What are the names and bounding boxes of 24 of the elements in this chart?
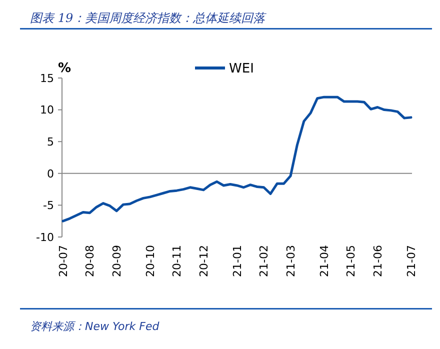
x-tick-label: 21-04 [318,245,331,277]
y-tick-label: 10 [40,104,54,117]
x-tick-label: 20-11 [170,245,184,277]
x-tick-label: 21-05 [344,245,358,277]
x-tick-label: 21-06 [371,245,384,277]
legend-label: WEI [229,62,254,77]
x-tick-label: 20-07 [56,245,70,277]
y-tick-label: 0 [47,167,54,180]
y-axis-title: % [58,61,72,76]
x-tick-label: 20-08 [84,245,97,277]
x-tick-label: 21-02 [258,245,271,277]
line-series [62,96,412,222]
chart-title: 图表 19：美国周度经济指数：总体延续回落 [30,11,268,25]
y-tick-label: -5 [43,199,54,212]
x-tick-label: 21-03 [284,245,298,277]
y-tick-label: -10 [36,230,54,244]
x-tick-label: 21-07 [404,245,418,277]
y-tick-label: 5 [47,135,54,148]
x-tick-label: 20-10 [144,245,157,277]
y-tick-label: 15 [40,72,54,85]
x-tick-label: 20-09 [110,245,124,277]
x-tick-label: 20-12 [197,245,210,277]
text: 资料来源：New York Fed [30,320,160,333]
x-tick-label: 21-01 [230,245,244,277]
